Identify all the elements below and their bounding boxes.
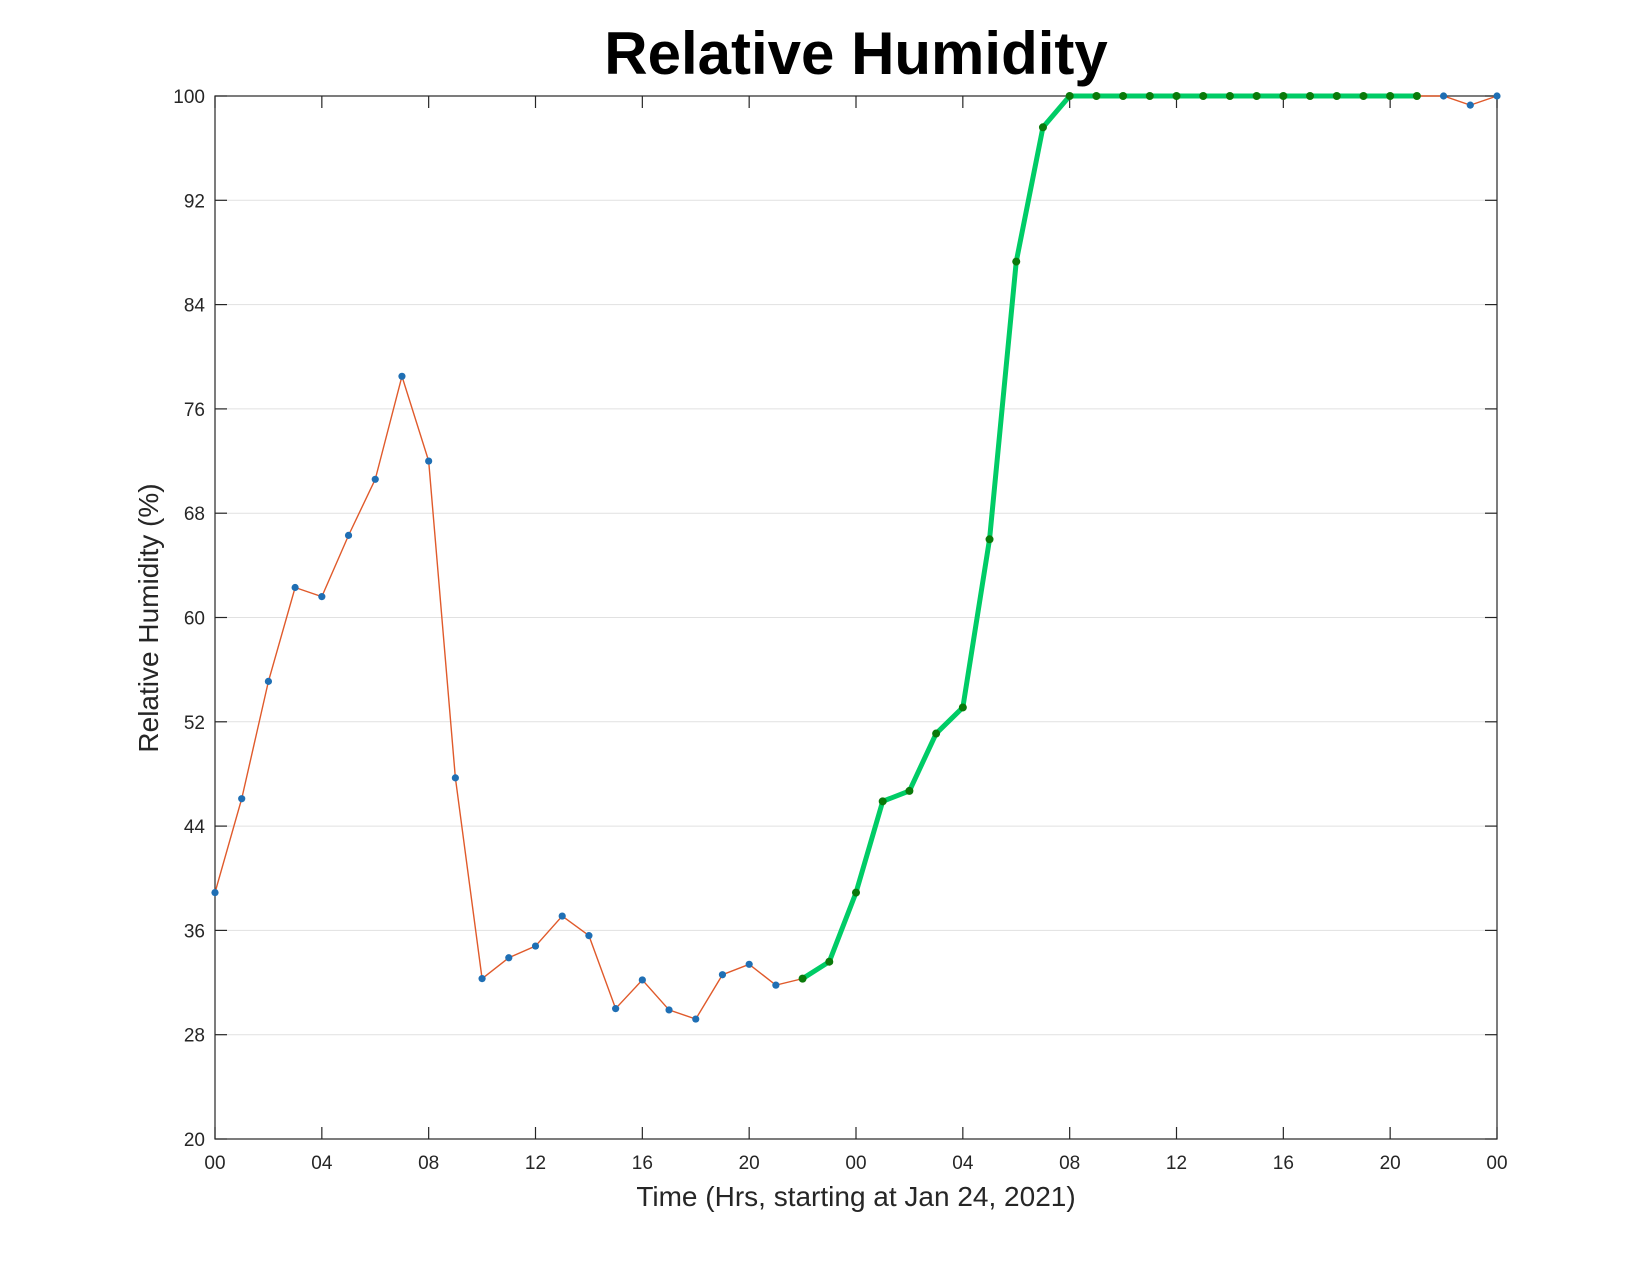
data-point-highlight <box>905 786 914 795</box>
data-point-highlight <box>1279 92 1288 100</box>
data-point-base <box>211 888 219 897</box>
chart-title: Relative Humidity <box>604 20 1108 87</box>
data-point-highlight <box>798 974 807 983</box>
data-point-highlight <box>1306 92 1315 100</box>
y-tick-label: 84 <box>184 296 206 317</box>
x-tick-label: 08 <box>1059 1153 1080 1174</box>
data-point-base <box>291 583 299 592</box>
data-point-highlight <box>1012 257 1021 266</box>
x-tick-label: 00 <box>1486 1153 1507 1174</box>
data-point-highlight <box>1092 92 1101 100</box>
axes <box>214 95 1498 1140</box>
data-point-base <box>318 593 326 601</box>
data-point-base <box>718 971 727 979</box>
data-point-base <box>1439 92 1448 100</box>
y-tick-label: 92 <box>184 191 205 212</box>
y-tick-label: 68 <box>184 504 205 525</box>
data-point-highlight <box>932 729 941 738</box>
y-tick-label: 36 <box>184 921 205 942</box>
data-point-base <box>451 774 459 782</box>
data-point-highlight <box>958 703 967 712</box>
data-point-highlight <box>1119 92 1128 100</box>
data-point-base <box>238 795 246 803</box>
data-point-highlight <box>1199 92 1208 100</box>
data-point-base <box>612 1005 620 1013</box>
data-point-base <box>425 457 433 465</box>
data-point-base <box>692 1015 700 1023</box>
y-tick-label: 44 <box>184 817 206 838</box>
data-point-highlight <box>825 957 834 966</box>
data-point-base <box>344 531 353 539</box>
data-point-base <box>531 942 540 950</box>
x-tick-label: 08 <box>418 1153 439 1174</box>
data-point-base <box>264 677 273 685</box>
data-point-highlight <box>1038 123 1047 132</box>
data-point-highlight <box>852 888 860 897</box>
x-tick-label: 04 <box>952 1153 974 1174</box>
data-point-highlight <box>1172 92 1181 100</box>
data-point-base <box>398 372 406 380</box>
y-axis-label: Relative Humidity (%) <box>133 483 164 752</box>
x-tick-label: 16 <box>1273 1153 1294 1174</box>
data-point-highlight <box>1225 92 1234 100</box>
x-tick-label: 16 <box>632 1153 653 1174</box>
data-series <box>211 92 1501 1023</box>
data-point-base <box>371 475 379 483</box>
data-point-base <box>1466 101 1474 109</box>
data-point-highlight <box>985 535 994 544</box>
y-tick-label: 28 <box>184 1026 205 1047</box>
data-point-highlight <box>1065 92 1074 100</box>
data-point-highlight <box>1252 92 1261 100</box>
grid-lines <box>215 199 1497 1036</box>
series-line-highlight <box>800 93 1420 982</box>
data-point-base <box>505 954 513 962</box>
data-point-base <box>558 912 566 920</box>
x-tick-label: 00 <box>845 1153 866 1174</box>
x-tick-label: 20 <box>1380 1153 1401 1174</box>
data-point-highlight <box>1386 92 1395 100</box>
x-tick-label: 00 <box>204 1153 225 1174</box>
y-tick-label: 60 <box>184 609 205 630</box>
data-point-base <box>478 975 486 983</box>
x-axis-label: Time (Hrs, starting at Jan 24, 2021) <box>636 1181 1075 1212</box>
x-tick-label: 12 <box>1166 1153 1187 1174</box>
y-tick-label: 52 <box>184 713 205 734</box>
data-point-highlight <box>1332 92 1341 100</box>
data-point-highlight <box>1359 92 1368 100</box>
y-tick-label: 100 <box>173 87 205 108</box>
data-point-highlight <box>878 797 887 806</box>
data-point-highlight <box>1412 92 1421 100</box>
y-tick-label: 76 <box>184 400 205 421</box>
data-point-base <box>745 960 753 968</box>
x-tick-label: 04 <box>311 1153 333 1174</box>
data-point-base <box>665 1006 673 1014</box>
data-point-base <box>1493 92 1501 100</box>
data-point-base <box>585 932 593 940</box>
data-point-highlight <box>1145 92 1154 100</box>
x-tick-label: 20 <box>739 1153 760 1174</box>
x-tick-label: 12 <box>525 1153 546 1174</box>
data-point-base <box>772 981 780 989</box>
y-tick-label: 20 <box>184 1130 205 1151</box>
data-point-base <box>638 976 646 984</box>
